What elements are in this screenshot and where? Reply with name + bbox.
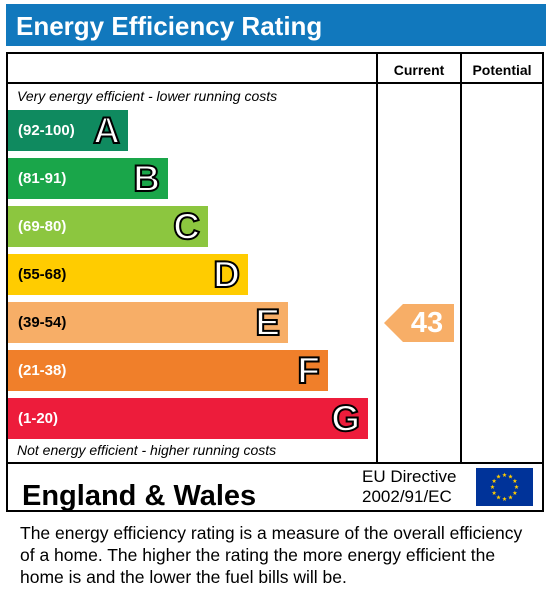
- current-rating-arrow: 43: [384, 304, 454, 342]
- flag-star: [514, 484, 519, 489]
- arrow-shape: [384, 304, 454, 342]
- region-label: England & Wales: [22, 480, 257, 512]
- band-g: (1-20) G: [8, 397, 368, 440]
- flag-star: [508, 474, 513, 479]
- flag-star: [491, 478, 497, 483]
- band-range: (1-20): [18, 410, 59, 427]
- flag-star: [512, 478, 518, 483]
- band-c: (69-80) C: [8, 205, 208, 248]
- eu-directive: EU Directive 2002/91/EC: [362, 467, 456, 507]
- flag-star: [508, 494, 513, 500]
- footer-divider: [8, 462, 542, 464]
- top-efficiency-note: Very energy efficient - lower running co…: [17, 88, 278, 104]
- flag-star: [491, 490, 497, 495]
- flag-star: [496, 474, 501, 479]
- current-rating-value: 43: [410, 307, 444, 339]
- potential-column-header: Potential: [472, 62, 532, 78]
- band-d: (55-68) D: [8, 253, 248, 296]
- rating-table: Current Potential Very energy efficient …: [6, 52, 544, 512]
- band-b: (81-91) B: [8, 157, 168, 200]
- band-range: (81-91): [18, 170, 67, 187]
- band-f: (21-38) F: [8, 349, 328, 392]
- band-range: (55-68): [18, 266, 67, 283]
- current-column-divider: [376, 54, 378, 464]
- band-e: (39-54) E: [8, 301, 288, 344]
- flag-star: [502, 496, 507, 501]
- band-letter: F: [296, 349, 321, 392]
- title-bar: Energy Efficiency Rating: [6, 4, 546, 46]
- flag-star: [502, 472, 507, 477]
- band-range: (39-54): [18, 314, 67, 331]
- band-range: (69-80): [18, 218, 67, 235]
- eu-directive-line1: EU Directive: [362, 467, 457, 486]
- rating-description: The energy efficiency rating is a measur…: [20, 523, 523, 587]
- header-divider: [8, 82, 542, 84]
- chart-title: Energy Efficiency Rating: [16, 11, 323, 41]
- eu-directive-line2: 2002/91/EC: [362, 487, 452, 506]
- band-letter: C: [172, 205, 201, 248]
- potential-column-divider: [460, 54, 462, 464]
- band-range: (21-38): [18, 362, 67, 379]
- band-letter: E: [254, 301, 281, 344]
- flag-star: [512, 490, 518, 495]
- band-letter: A: [92, 109, 121, 152]
- current-column-header: Current: [393, 62, 445, 78]
- bottom-efficiency-note: Not energy efficient - higher running co…: [17, 442, 277, 458]
- eu-flag-icon: [476, 468, 533, 506]
- flag-star: [490, 484, 495, 489]
- band-range: (92-100): [18, 122, 75, 139]
- band-a: (92-100) A: [8, 109, 128, 152]
- band-letter: D: [212, 253, 241, 296]
- band-letter: G: [330, 397, 361, 440]
- flag-star: [496, 494, 501, 500]
- band-letter: B: [132, 157, 161, 200]
